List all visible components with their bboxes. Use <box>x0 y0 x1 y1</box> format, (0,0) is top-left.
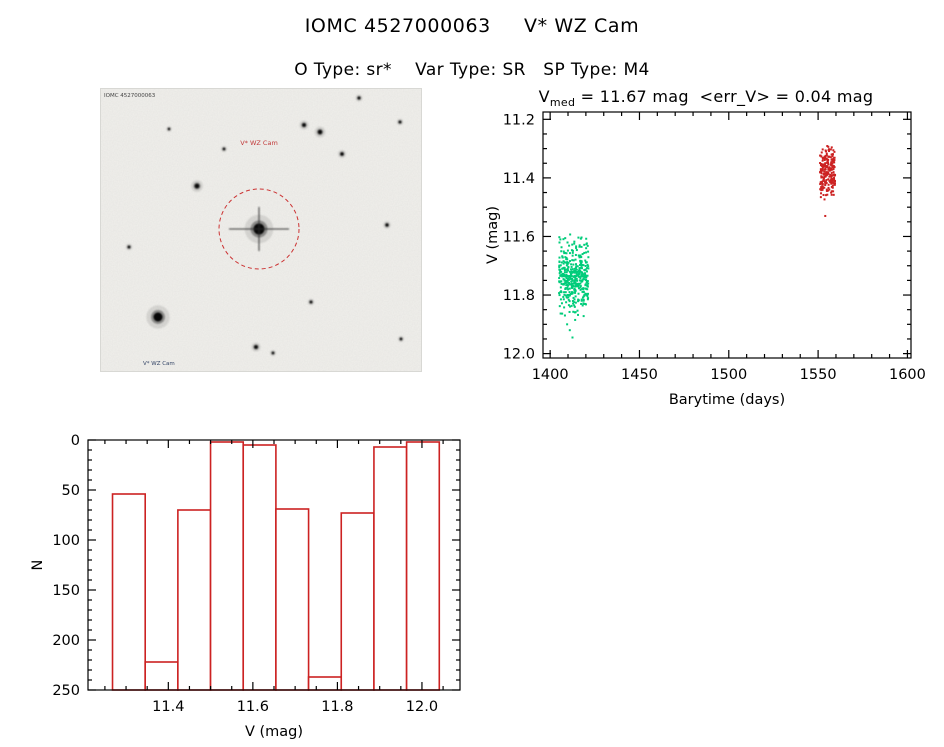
page-subtitle: O Type: sr* Var Type: SR SP Type: M4 <box>294 60 650 80</box>
lc-title-subscript: med <box>549 96 576 110</box>
svg-text:11.8: 11.8 <box>503 288 535 304</box>
lightcurve-svg: 1400 1450 1500 1550 1600 11.2 11.4 11.6 11.8 12.0… <box>485 111 926 408</box>
svg-text:11.4: 11.4 <box>152 699 184 715</box>
lightcurve-title: Vmed = 11.67 mag <err_V> = 0.04 mag <box>480 87 932 109</box>
svg-text:11.6: 11.6 <box>503 229 535 245</box>
svg-text:11.8: 11.8 <box>321 699 353 715</box>
svg-text:11.4: 11.4 <box>503 171 535 187</box>
histogram-plot: 11.4 11.6 11.8 12.0 0 50 100 150 200 250 V (mag) N <box>30 430 510 747</box>
svg-text:11.6: 11.6 <box>237 699 269 715</box>
svg-text:1450: 1450 <box>621 367 658 383</box>
svg-text:1550: 1550 <box>800 367 837 383</box>
svg-text:IOMC 4527000063: IOMC 4527000063 <box>104 93 156 99</box>
svg-text:200: 200 <box>52 633 80 649</box>
histogram-svg: 11.4 11.6 11.8 12.0 0 50 100 150 200 250 V (mag) N <box>30 433 461 740</box>
lightcurve-plot: 1400 1450 1500 1550 1600 11.2 11.4 11.6 11.8 12.0… <box>470 106 944 422</box>
svg-text:1600: 1600 <box>889 367 926 383</box>
svg-text:250: 250 <box>52 683 80 699</box>
page-title: IOMC 4527000063 V* WZ Cam <box>304 15 640 37</box>
svg-text:0: 0 <box>71 433 80 449</box>
svg-text:V (mag): V (mag) <box>485 206 501 264</box>
lc-title-prefix: V <box>538 87 550 106</box>
svg-text:N: N <box>30 560 46 571</box>
svg-text:Barytime (days): Barytime (days) <box>669 392 785 408</box>
lc-title-rest: = 11.67 mag <err_V> = 0.04 mag <box>575 87 874 106</box>
svg-text:V* WZ Cam: V* WZ Cam <box>143 361 175 367</box>
svg-text:50: 50 <box>62 483 80 499</box>
svg-text:1500: 1500 <box>710 367 747 383</box>
starfield-image: IOMC 4527000063 V* WZ Cam V* WZ Cam <box>100 88 422 372</box>
starfield-svg: IOMC 4527000063 V* WZ Cam V* WZ Cam <box>101 89 421 371</box>
svg-text:1400: 1400 <box>532 367 569 383</box>
svg-text:150: 150 <box>52 583 80 599</box>
svg-text:12.0: 12.0 <box>503 347 535 363</box>
svg-text:12.0: 12.0 <box>406 699 438 715</box>
svg-text:11.2: 11.2 <box>503 112 535 128</box>
svg-text:100: 100 <box>52 533 80 549</box>
svg-text:V (mag): V (mag) <box>245 724 303 740</box>
svg-text:V* WZ Cam: V* WZ Cam <box>240 139 278 147</box>
